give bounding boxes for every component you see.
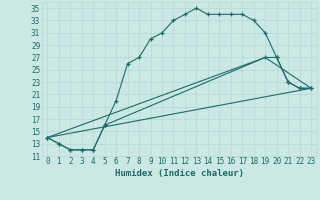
X-axis label: Humidex (Indice chaleur): Humidex (Indice chaleur) <box>115 169 244 178</box>
